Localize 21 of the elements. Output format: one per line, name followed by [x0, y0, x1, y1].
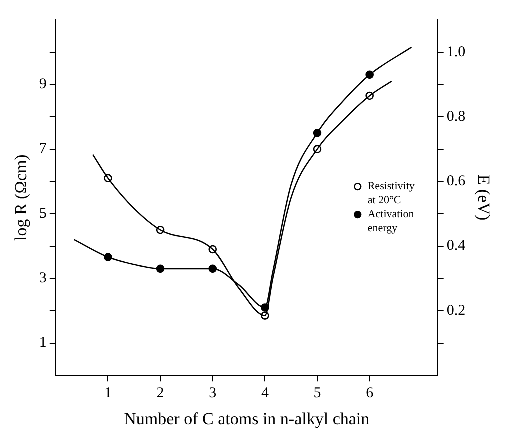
y2-axis-title: E (eV) [474, 174, 494, 221]
y-tick-label: 1 [39, 335, 47, 352]
x-tick-label: 5 [314, 386, 322, 402]
x-tick-label: 6 [366, 386, 374, 402]
y-axis-title: log R (Ωcm) [12, 154, 31, 241]
y-tick-label: 9 [39, 76, 47, 93]
y2-tick-label: 0.2 [446, 302, 466, 319]
x-tick-label: 4 [261, 386, 270, 402]
x-tick-label: 1 [104, 386, 112, 402]
legend-label: Activation energy [368, 208, 415, 235]
x-tick-label: 3 [209, 386, 217, 402]
y-tick-label: 5 [39, 206, 47, 222]
legend-label: Resistivity at 20°C [368, 180, 416, 207]
y2-tick-label: 0.6 [446, 174, 466, 190]
y-tick-label: 7 [39, 141, 48, 158]
y2-tick-label: 1.0 [446, 44, 466, 60]
y2-tick-label: 0.8 [446, 108, 466, 125]
y-tick-label: 3 [39, 270, 47, 287]
x-tick-label: 2 [156, 386, 164, 402]
y2-tick-label: 0.4 [446, 238, 466, 254]
x-axis-title: Number of C atoms in n-alkyl chain [124, 409, 370, 428]
